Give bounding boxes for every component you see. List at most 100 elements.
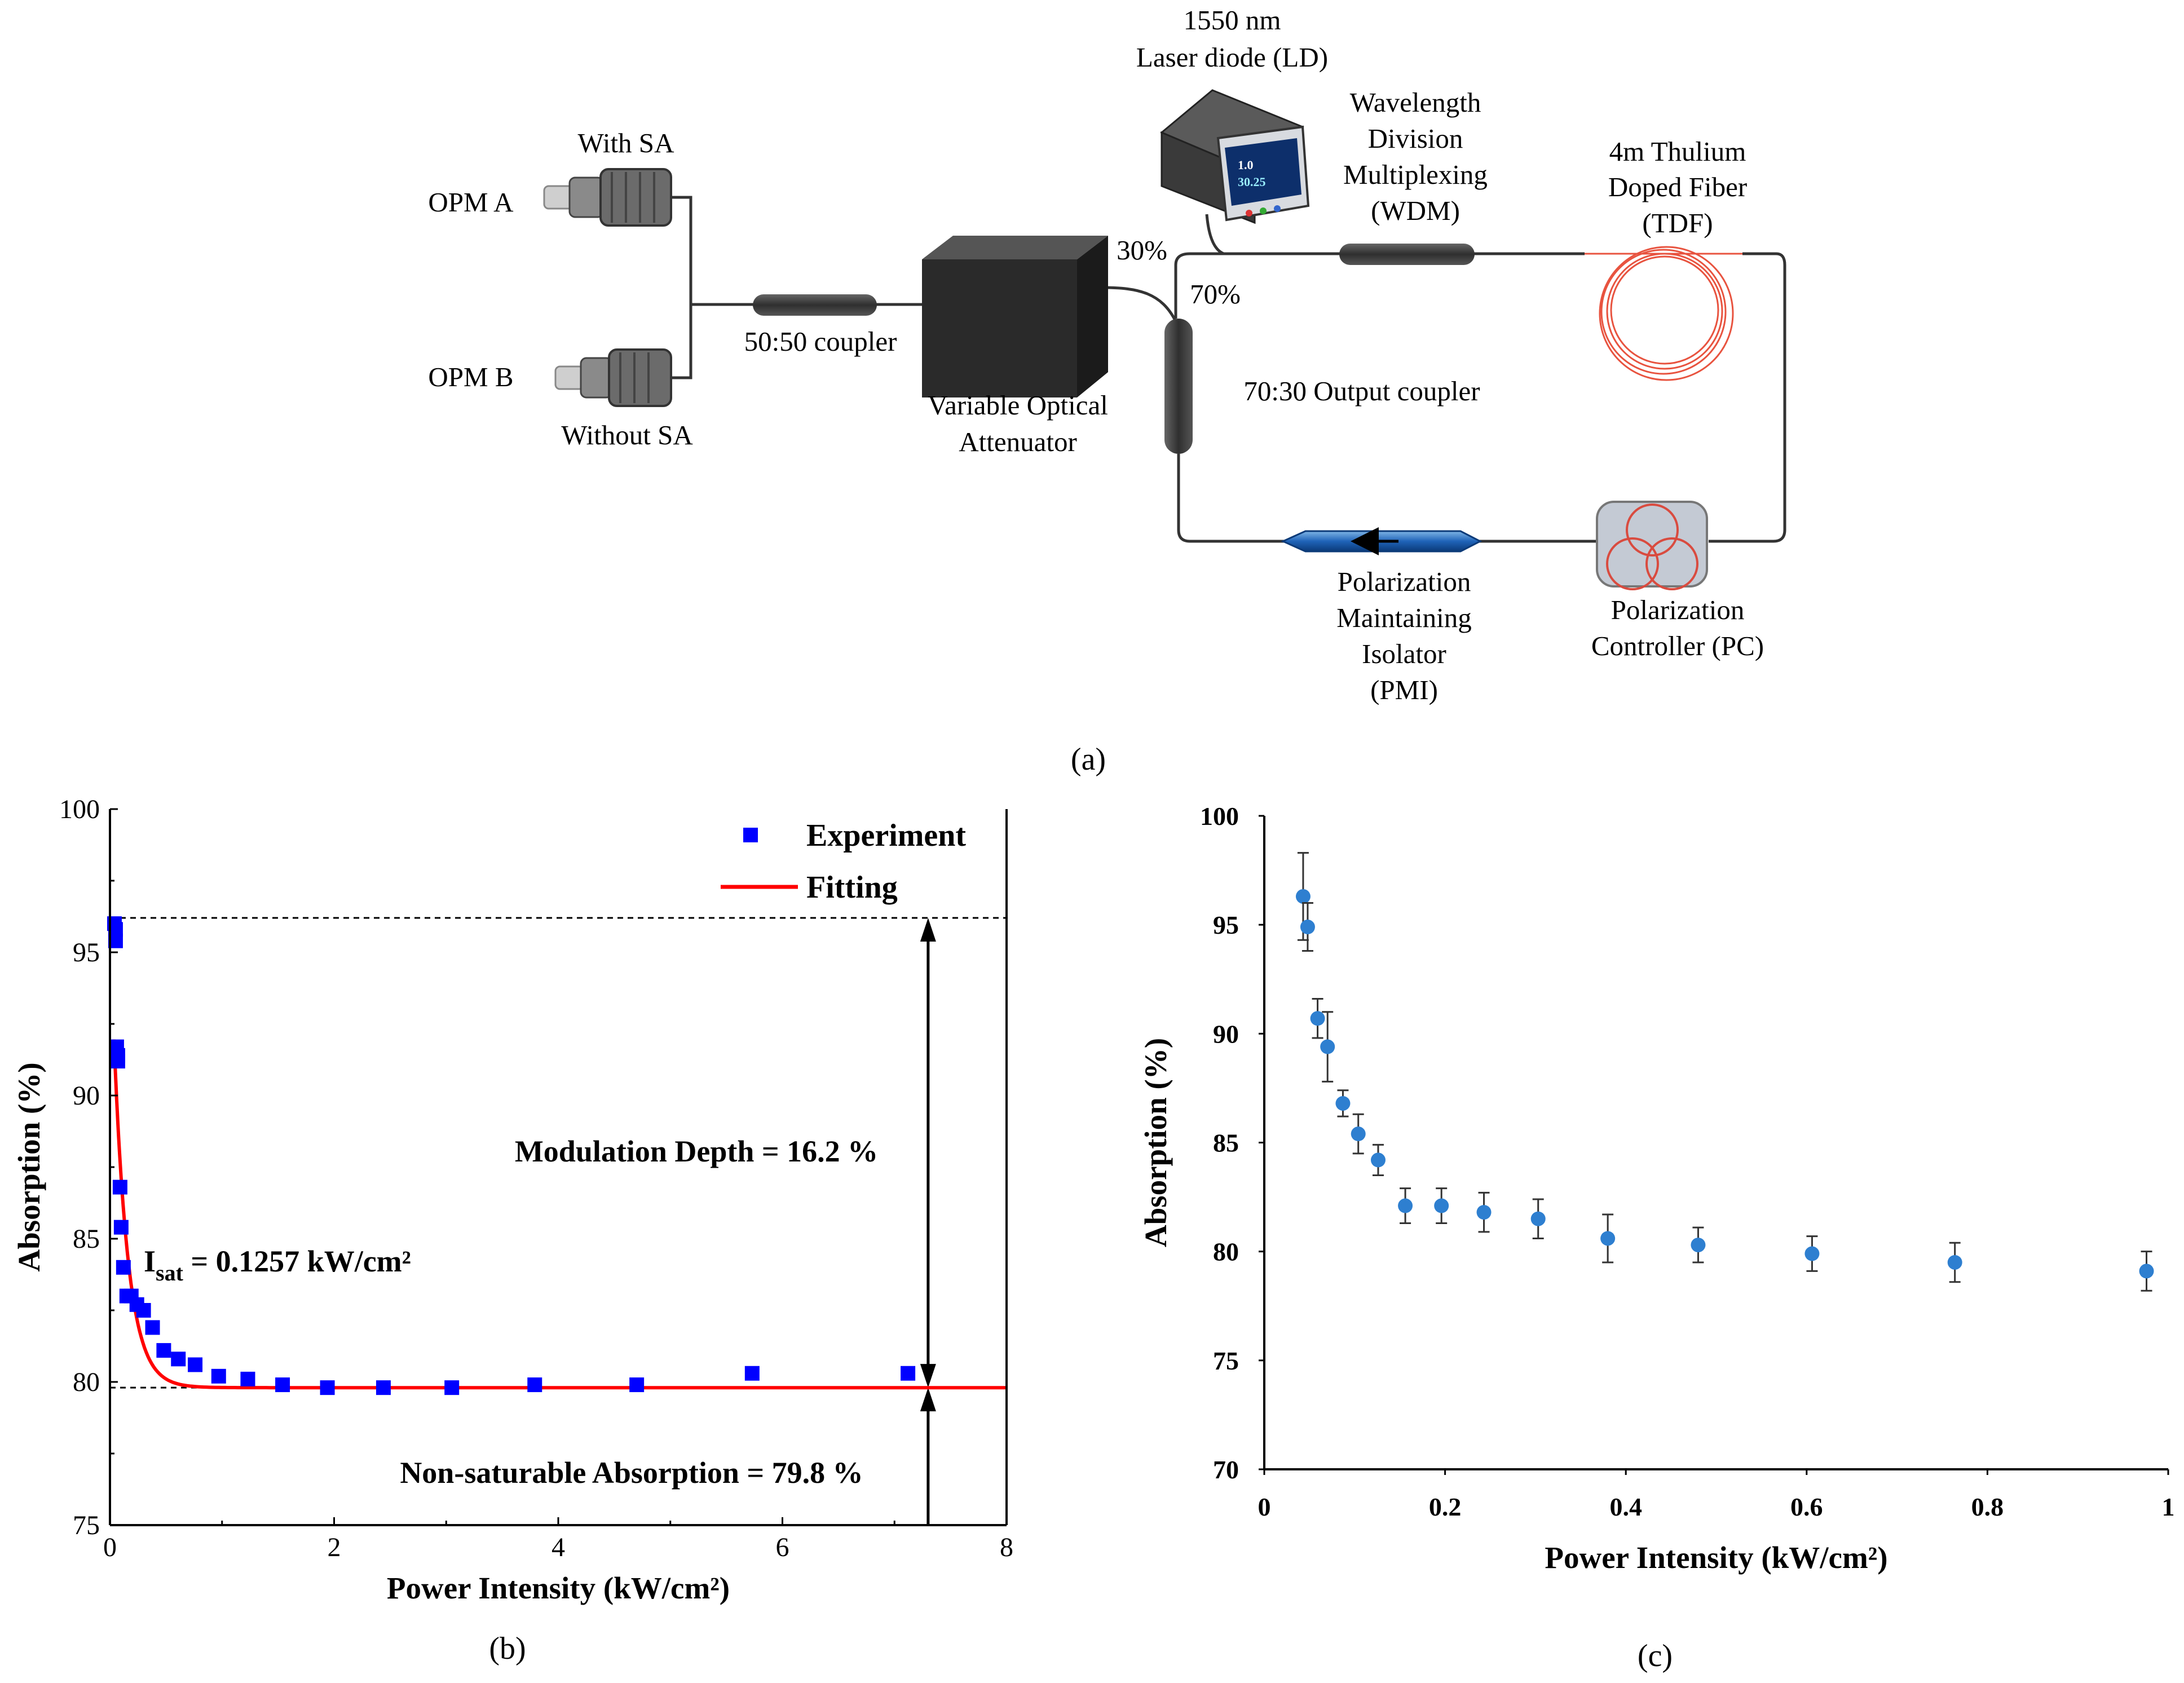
wdm-label-line3: Multiplexing	[1343, 159, 1488, 190]
nonsat-arrowhead-up	[920, 1388, 936, 1412]
wdm-label-line1: Wavelength	[1350, 87, 1481, 118]
with-sa-label: With SA	[578, 127, 675, 158]
opm-b-connector	[554, 348, 672, 407]
pc-label-line1: Polarization	[1611, 594, 1745, 625]
x-tick-label: 0.6	[1790, 1492, 1823, 1521]
nonsat-absorption-label: Non-saturable Absorption = 79.8 %	[400, 1456, 863, 1490]
pmi-label-line3: Isolator	[1362, 638, 1446, 669]
fiber-pmi-to-coupler	[1177, 454, 1286, 543]
caption-a: (a)	[1071, 742, 1106, 777]
data-point	[1335, 1096, 1351, 1111]
chart-b-marks	[107, 916, 1007, 1525]
data-point	[1804, 1246, 1820, 1261]
pmi-label-line4: (PMI)	[1370, 674, 1438, 705]
y-axis-label: Absorption (%)	[12, 1062, 46, 1271]
experiment-point	[171, 1351, 186, 1367]
experiment-point	[320, 1380, 335, 1395]
x-tick-label: 6	[776, 1532, 789, 1562]
pmi-isolator	[1281, 527, 1483, 555]
isat-label: Isat = 0.1257 kW/cm²	[144, 1244, 411, 1286]
ld-button-green	[1260, 207, 1267, 214]
data-point	[1947, 1254, 1962, 1270]
isat-symbol: I	[144, 1244, 156, 1278]
ld-display-line1: 1.0	[1238, 158, 1254, 172]
pmi-label-line1: Polarization	[1338, 566, 1471, 597]
fiber-coupler-top	[1174, 252, 1207, 319]
wdm-component	[1339, 244, 1475, 265]
x-tick-label: 1	[2162, 1492, 2175, 1521]
y-tick-label: 100	[59, 794, 100, 824]
experiment-point	[211, 1368, 226, 1384]
experiment-point	[156, 1343, 171, 1358]
y-tick-label: 80	[1213, 1238, 1239, 1266]
y-tick-label: 90	[73, 1081, 100, 1111]
y-tick-label: 100	[1200, 802, 1239, 831]
panel-b-chart: 0 2 4 6 8 75 80 85 90 95 100 Power Intensity (kW/cm…	[12, 794, 1013, 1666]
experiment-point	[110, 1048, 125, 1063]
data-point	[1691, 1238, 1706, 1253]
fitting-curve	[112, 1039, 1007, 1390]
experiment-point	[113, 1220, 129, 1235]
x-tick-label: 0.8	[1971, 1492, 2004, 1521]
output-coupler-label: 70:30 Output coupler	[1243, 376, 1480, 407]
pmi-label-line2: Maintaining	[1336, 602, 1472, 633]
pc-label-line2: Controller (PC)	[1591, 630, 1764, 661]
ld-button-red	[1246, 210, 1252, 217]
data-point	[1300, 920, 1315, 935]
opm-a-label: OPM A	[428, 187, 514, 218]
modulation-depth-arrowhead-up	[920, 918, 936, 942]
laser-label-line1: 1550 nm	[1184, 5, 1281, 36]
x-tick-label: 0	[1258, 1492, 1271, 1521]
modulation-depth-arrowhead-down	[920, 1364, 936, 1388]
y-tick-label: 75	[1213, 1346, 1239, 1375]
data-point	[1370, 1152, 1386, 1168]
panel-a-setup-diagram: 1.0 30.25 1550 nm	[428, 5, 1786, 777]
without-sa-label: Without SA	[561, 419, 693, 450]
fiber-voa-to-coupler	[1102, 286, 1177, 323]
ld-button-blue	[1274, 205, 1281, 212]
y-tick-label: 95	[1213, 911, 1239, 939]
voa-label-line1: Variable Optical	[928, 390, 1108, 421]
fiber-opm-split	[668, 196, 692, 379]
isat-value: = 0.1257 kW/cm²	[183, 1244, 411, 1278]
data-point	[1530, 1211, 1546, 1226]
chart-b-axes: 0 2 4 6 8 75 80 85 90 95 100 Power Intensity (kW/cm…	[12, 794, 1013, 1605]
experiment-point	[444, 1380, 460, 1395]
experiment-point	[188, 1357, 203, 1372]
legend-experiment-label: Experiment	[806, 818, 966, 853]
polarization-controller-device	[1596, 501, 1708, 590]
voa-label-line2: Attenuator	[959, 426, 1077, 457]
data-point	[1320, 1039, 1335, 1054]
experiment-point	[527, 1377, 542, 1393]
caption-c: (c)	[1638, 1638, 1673, 1673]
data-point	[1351, 1127, 1366, 1142]
voa-box	[922, 236, 1108, 397]
data-point	[1310, 1011, 1325, 1026]
laser-label-line2: Laser diode (LD)	[1136, 42, 1328, 73]
chart-c-axes: 0 0.2 0.4 0.6 0.8 1 70 75 80 85 90 95 100 Power Inten…	[1139, 802, 2175, 1575]
x-axis-label: Power Intensity (kW/cm²)	[1545, 1540, 1887, 1575]
y-tick-label: 80	[73, 1367, 100, 1397]
wdm-label-line4: (WDM)	[1371, 195, 1460, 226]
data-point	[2139, 1264, 2154, 1279]
x-tick-label: 0	[103, 1532, 117, 1562]
data-point	[1295, 889, 1311, 904]
panel-c-chart: 0 0.2 0.4 0.6 0.8 1 70 75 80 85 90 95 100 Power Inten…	[1139, 802, 2175, 1673]
coupler-5050	[753, 294, 877, 316]
legend-fitting-label: Fitting	[806, 870, 898, 905]
data-point	[1398, 1198, 1413, 1213]
x-tick-label: 0.4	[1609, 1492, 1642, 1521]
legend-experiment-marker	[743, 828, 758, 842]
experiment-point	[116, 1260, 131, 1275]
wdm-label-line2: Division	[1368, 123, 1463, 154]
tdf-label-line3: (TDF)	[1642, 207, 1713, 238]
pct-70-label: 70%	[1190, 279, 1241, 310]
y-tick-label: 85	[1213, 1129, 1239, 1158]
fiber-lines	[668, 196, 1786, 543]
y-tick-label: 70	[1213, 1455, 1239, 1484]
y-axis-label: Absorption (%)	[1139, 1038, 1173, 1247]
ld-display-line2: 30.25	[1238, 175, 1266, 189]
x-axis-label: Power Intensity (kW/cm²)	[387, 1571, 730, 1605]
output-coupler-7030	[1164, 319, 1193, 454]
